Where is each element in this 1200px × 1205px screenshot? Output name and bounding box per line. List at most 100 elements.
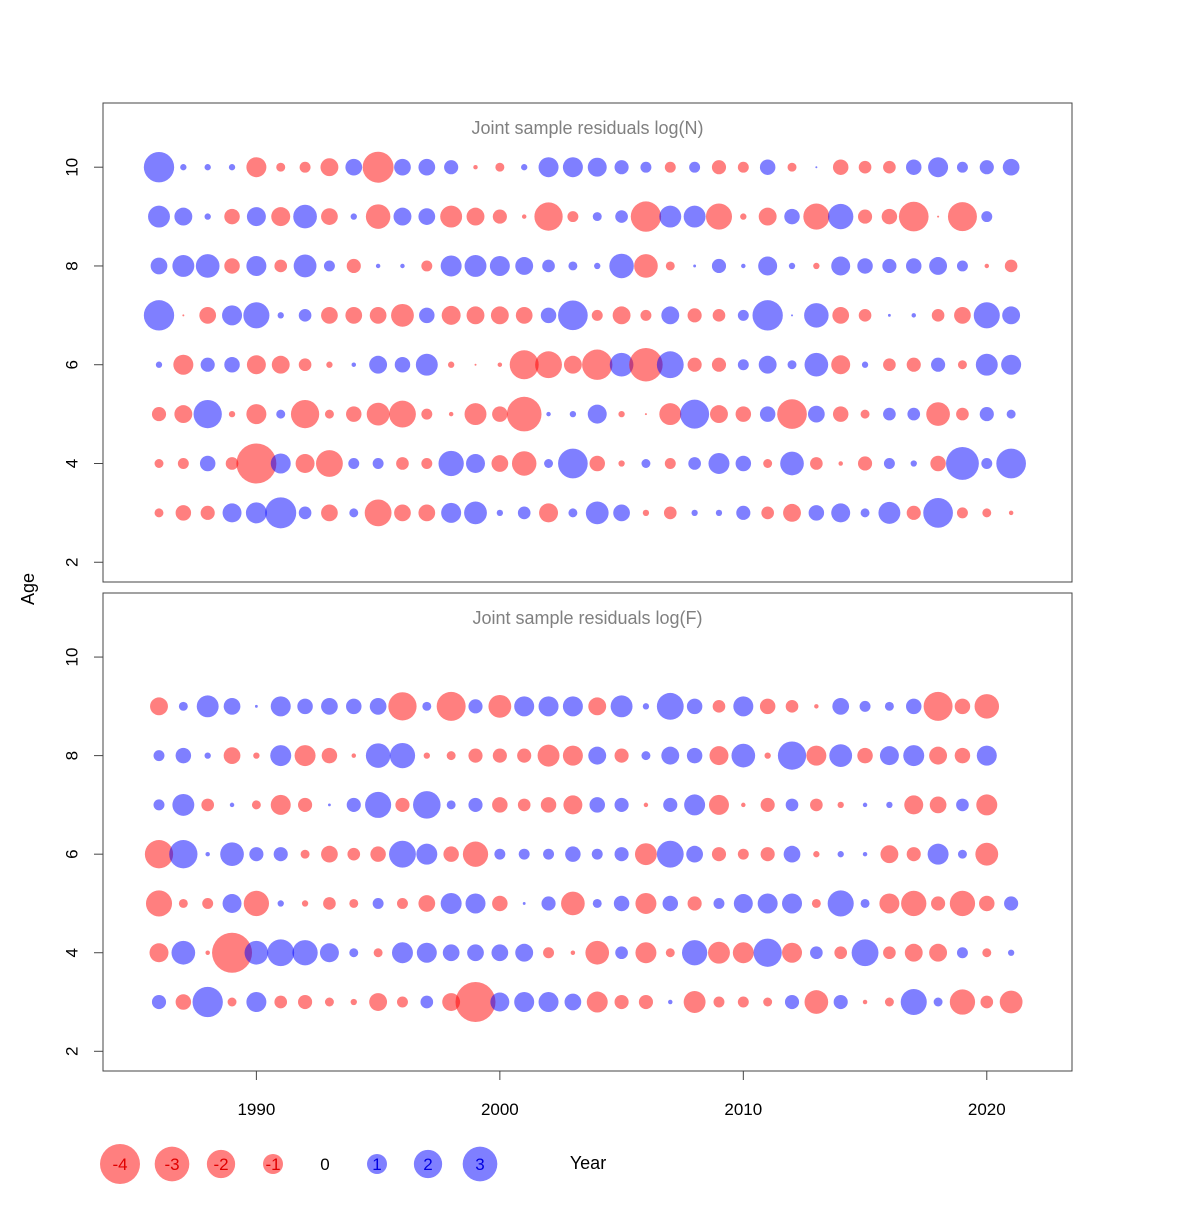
residual-bubble	[614, 797, 629, 812]
x-tick-label: 2010	[724, 1100, 762, 1119]
residual-bubble	[788, 262, 796, 270]
residual-bubble	[178, 898, 188, 908]
residual-bubble	[396, 996, 408, 1008]
residual-bubble	[422, 701, 432, 711]
residual-bubble	[610, 695, 633, 718]
residual-bubble	[144, 840, 174, 869]
residual-bubble	[829, 744, 853, 768]
residual-bubble	[372, 897, 384, 909]
legend-bubble	[413, 1149, 443, 1179]
residual-bubble	[609, 253, 634, 279]
residual-bubble	[200, 357, 215, 372]
residual-bubble	[732, 942, 754, 964]
residual-bubble	[594, 262, 601, 270]
residual-bubble	[515, 943, 534, 962]
residual-bubble	[153, 750, 165, 762]
legend-label: -4	[112, 1155, 127, 1174]
residual-bubble	[979, 160, 994, 175]
panel-title: Joint sample residuals log(F)	[472, 608, 702, 628]
residual-bubble	[276, 409, 286, 419]
residual-bubble	[389, 840, 416, 868]
residual-bubble	[321, 504, 338, 522]
residual-bubble	[1004, 259, 1018, 273]
bubble-series	[143, 151, 1026, 529]
residual-bubble	[638, 994, 654, 1010]
residual-bubble	[175, 994, 192, 1010]
residual-bubble	[535, 351, 562, 379]
residual-bubble	[301, 900, 309, 907]
residual-bubble	[810, 798, 823, 812]
residual-bubble	[887, 313, 891, 317]
residual-bubble	[154, 459, 164, 468]
legend-bubble	[100, 1144, 140, 1184]
residual-bubble	[735, 455, 752, 472]
residual-bubble	[614, 160, 629, 175]
residual-bubble	[321, 306, 338, 324]
residual-bubble	[192, 986, 223, 1018]
residual-bubble	[903, 745, 925, 767]
residual-bubble	[886, 801, 893, 809]
residual-bubble	[974, 694, 1000, 719]
residual-bubble	[511, 451, 537, 476]
residual-bubble	[957, 360, 967, 370]
legend-bubble	[367, 1154, 387, 1174]
residual-bubble	[615, 946, 628, 960]
residual-bubble	[274, 995, 288, 1009]
residual-bubble	[857, 747, 873, 764]
residual-bubble	[813, 262, 820, 270]
residual-bubble	[570, 950, 576, 955]
residual-bubble	[907, 407, 921, 421]
residual-bubble	[954, 698, 971, 715]
residual-bubble	[442, 993, 461, 1011]
residual-bubble	[350, 998, 357, 1006]
residual-bubble	[464, 501, 487, 525]
residual-bubble	[811, 898, 821, 908]
residual-bubble	[782, 942, 803, 963]
residual-bubble	[418, 208, 436, 225]
residual-bubble	[244, 940, 269, 965]
legend-bubble	[263, 1154, 283, 1174]
residual-bubble	[928, 157, 949, 178]
residual-bubble	[635, 942, 657, 964]
residual-bubble	[270, 745, 292, 767]
residual-bubble	[515, 257, 534, 275]
residual-bubble	[212, 932, 253, 973]
residual-bubble	[879, 746, 899, 766]
residual-bubble	[225, 457, 239, 470]
legend-label: 0	[320, 1155, 329, 1174]
residual-bubble	[369, 355, 388, 374]
residual-bubble	[320, 158, 339, 177]
residual-bubble	[592, 212, 602, 222]
residual-bubble	[783, 503, 801, 522]
residual-bubble	[618, 410, 625, 418]
residual-bubble	[806, 745, 827, 766]
residual-bubble	[455, 982, 496, 1023]
residual-bubble	[715, 509, 723, 517]
residual-bubble	[375, 263, 381, 269]
residual-bubble	[832, 159, 849, 175]
residual-bubble	[228, 164, 236, 171]
residual-bubble	[204, 213, 211, 220]
residual-bubble	[514, 992, 535, 1013]
residual-bubble	[777, 399, 807, 429]
residual-bubble	[542, 259, 555, 273]
residual-bubble	[949, 890, 976, 917]
residual-bubble	[858, 160, 872, 174]
residual-bubble	[246, 255, 267, 276]
residual-bubble	[466, 306, 485, 325]
legend-item: -1	[263, 1154, 283, 1174]
residual-bubble	[585, 501, 609, 525]
residual-bubble	[490, 306, 509, 325]
residual-bubble	[929, 746, 948, 765]
residual-bubble	[758, 355, 777, 374]
residual-bubble	[224, 356, 240, 373]
residual-bubble	[270, 794, 291, 815]
residual-bubble	[227, 997, 237, 1007]
residual-bubble	[389, 400, 416, 428]
residual-bubble	[929, 257, 948, 275]
residual-bubble	[644, 413, 647, 416]
residual-bubble	[423, 752, 430, 759]
legend-bubble	[462, 1146, 498, 1182]
residual-bubble	[544, 459, 554, 468]
residual-bubble	[351, 753, 357, 758]
